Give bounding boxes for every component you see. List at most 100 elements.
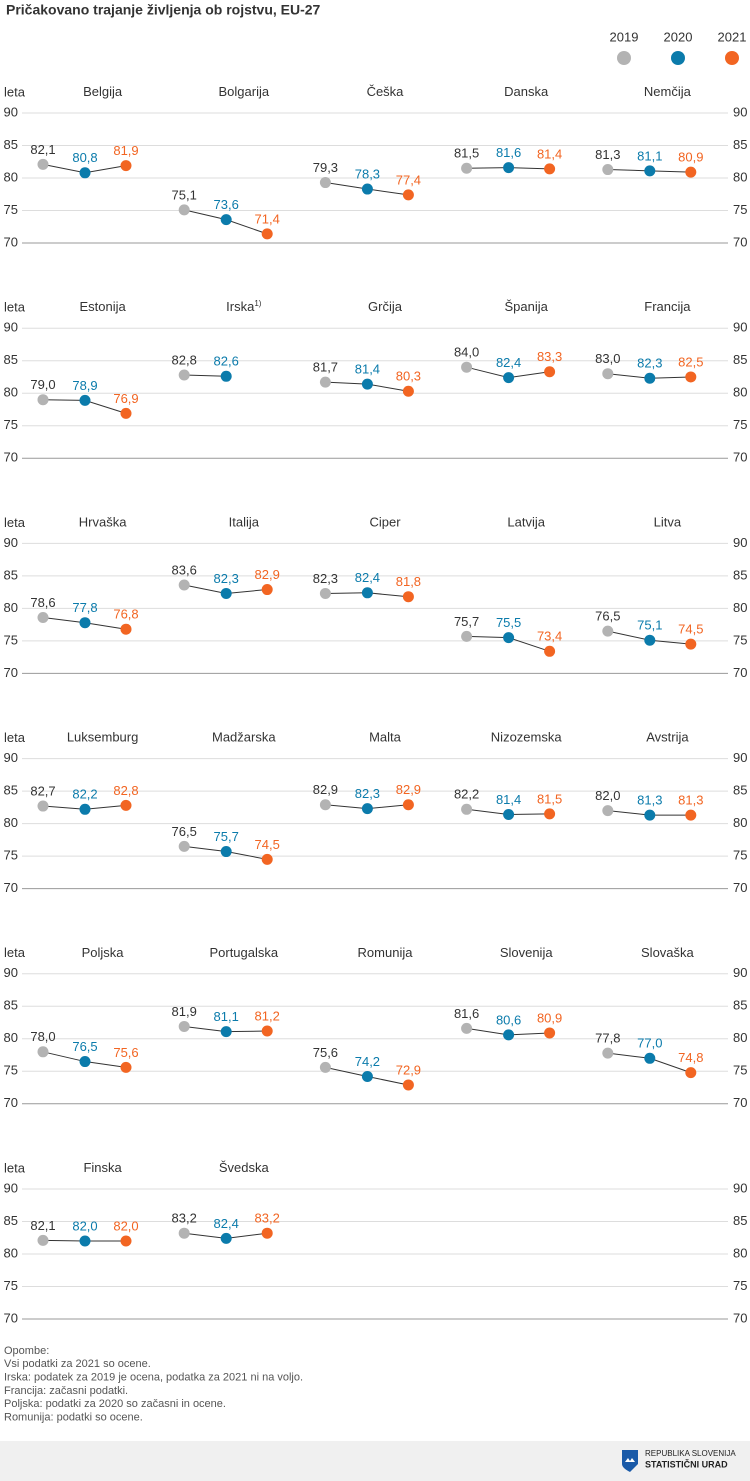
data-point (644, 809, 656, 821)
chart-title: Pričakovano trajanje življenja ob rojstv… (6, 2, 321, 18)
data-point (79, 617, 91, 629)
data-point (261, 228, 273, 240)
note-mark: 1) (254, 299, 261, 308)
y-tick-label-right: 75 (733, 202, 747, 217)
data-point (644, 372, 656, 384)
connector-line (184, 374, 227, 377)
data-label: 80,8 (72, 150, 97, 165)
data-label: 80,6 (496, 1012, 521, 1027)
data-point (120, 623, 132, 635)
data-label: 80,3 (396, 369, 421, 384)
y-tick-label-right: 80 (733, 385, 747, 400)
panel-title: Španija (505, 300, 549, 315)
y-tick-label: 70 (4, 1310, 18, 1325)
data-label: 74,8 (678, 1050, 703, 1065)
y-tick-label-right: 85 (733, 998, 747, 1013)
data-point (361, 1071, 373, 1082)
data-point (261, 1227, 273, 1239)
data-label: 75,7 (454, 614, 479, 629)
data-point (402, 189, 414, 201)
panel-title: Romunija (358, 945, 414, 960)
panel-title: Bolgarija (219, 84, 270, 99)
data-point (503, 372, 515, 384)
panel-title-text: Bolgarija (219, 84, 270, 99)
data-label: 73,4 (537, 629, 562, 644)
data-point (220, 1026, 232, 1038)
data-point (602, 625, 614, 637)
panel-title-text: Romunija (358, 945, 414, 960)
y-tick-label: 85 (4, 567, 18, 582)
data-point (178, 840, 190, 852)
data-label: 75,5 (496, 615, 521, 630)
data-point (685, 809, 697, 821)
y-tick-label: 70 (4, 665, 18, 680)
y-axis-label: leta (4, 84, 26, 99)
data-point (402, 1079, 414, 1091)
data-point (120, 1235, 132, 1247)
data-point (79, 167, 91, 179)
panel-title-text: Belgija (83, 84, 123, 99)
panel-title: Portugalska (209, 945, 278, 960)
y-tick-label: 90 (4, 104, 18, 119)
data-label: 80,9 (678, 150, 703, 165)
note: Francija: začasni podatki. (4, 1385, 128, 1397)
y-tick-label: 75 (4, 417, 18, 432)
data-label: 75,6 (313, 1045, 338, 1060)
data-point (361, 183, 373, 195)
data-label: 82,9 (255, 567, 280, 582)
data-point (361, 378, 373, 390)
data-point (602, 805, 614, 817)
data-point (461, 630, 473, 642)
data-point (79, 1056, 91, 1068)
panel-title-text: Slovaška (641, 945, 695, 960)
data-label: 74,5 (255, 837, 280, 852)
data-label: 81,4 (355, 362, 380, 377)
data-point (178, 1227, 190, 1239)
data-label: 78,3 (355, 166, 380, 181)
data-point (120, 160, 132, 172)
y-tick-label-right: 70 (733, 880, 747, 895)
data-label: 81,2 (255, 1008, 280, 1023)
data-point (544, 1027, 556, 1039)
data-label: 82,7 (30, 783, 55, 798)
panel-title-text: Ciper (369, 515, 401, 530)
y-tick-label-right: 85 (733, 1213, 747, 1228)
data-point (544, 163, 556, 175)
data-label: 75,1 (637, 618, 662, 633)
y-tick-label-right: 90 (733, 750, 747, 765)
y-tick-label: 90 (4, 965, 18, 980)
data-point (361, 587, 373, 599)
data-label: 81,8 (396, 574, 421, 589)
panel-title: Hrvaška (79, 515, 127, 530)
y-tick-label: 90 (4, 750, 18, 765)
panel-title: Slovaška (641, 945, 695, 960)
panel-title: Irska1) (226, 299, 262, 314)
data-label: 82,3 (214, 571, 239, 586)
y-tick-label-right: 90 (733, 535, 747, 550)
data-point (602, 1047, 614, 1059)
y-tick-label-right: 75 (733, 848, 747, 863)
data-label: 76,5 (172, 824, 197, 839)
data-point (220, 370, 232, 382)
data-label: 77,8 (595, 1031, 620, 1046)
panel-title-text: Portugalska (209, 945, 278, 960)
data-label: 78,9 (72, 378, 97, 393)
panel-title: Švedska (219, 1160, 270, 1175)
legend-marker (671, 51, 685, 65)
data-label: 81,1 (214, 1009, 239, 1024)
data-label: 81,3 (678, 793, 703, 808)
data-label: 82,5 (678, 354, 703, 369)
data-label: 81,9 (172, 1004, 197, 1019)
panel-title: Nemčija (644, 84, 692, 99)
footer-line1: REPUBLIKA SLOVENIJA (645, 1449, 736, 1458)
data-label: 84,0 (454, 345, 479, 360)
y-tick-label-right: 90 (733, 1180, 747, 1195)
panel-title-text: Hrvaška (79, 515, 127, 530)
panel-title-text: Poljska (82, 945, 125, 960)
y-tick-label: 75 (4, 1278, 18, 1293)
panel-title: Francija (644, 300, 691, 315)
y-tick-label: 80 (4, 385, 18, 400)
panel-title: Belgija (83, 84, 123, 99)
data-label: 77,4 (396, 172, 421, 187)
